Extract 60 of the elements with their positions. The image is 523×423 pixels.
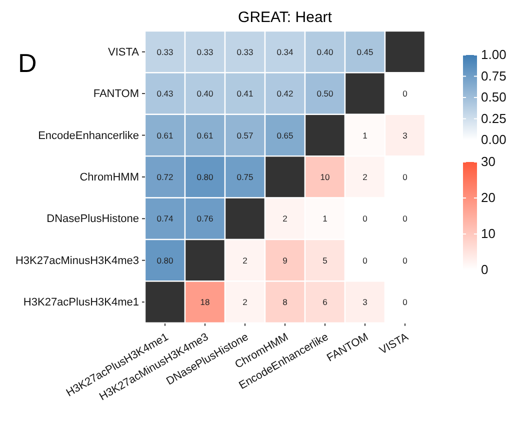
y-tick-label: EncodeEnhancerlike bbox=[38, 130, 139, 142]
data-label: 0 bbox=[402, 214, 408, 224]
color-bar-label: 0.25 bbox=[481, 110, 506, 126]
data-label: 0.61 bbox=[196, 130, 214, 140]
data-label: 0.65 bbox=[276, 130, 294, 140]
data-label: 0.33 bbox=[236, 46, 254, 57]
text: D bbox=[18, 48, 37, 78]
data-label: 0.57 bbox=[236, 130, 254, 140]
data-label: 0.33 bbox=[196, 46, 214, 57]
data-label: 2 bbox=[362, 172, 368, 182]
data-label: 0.72 bbox=[156, 172, 174, 182]
data-label: 0 bbox=[402, 297, 408, 308]
data-label: 0.50 bbox=[316, 88, 334, 99]
data-label: 1 bbox=[362, 130, 368, 140]
color-bar-label: 0 bbox=[481, 262, 488, 278]
data-label: 0.41 bbox=[236, 88, 254, 99]
data-label: 0.33 bbox=[156, 46, 174, 57]
data-label: 5 bbox=[322, 255, 328, 266]
data-label: 0.80 bbox=[156, 255, 174, 266]
data-label: 2 bbox=[242, 255, 248, 266]
y-tick-label: VISTA bbox=[108, 46, 140, 58]
color-bar-label: 1.00 bbox=[481, 47, 506, 62]
color-bar-label: 0.75 bbox=[481, 68, 506, 84]
data-label: 0 bbox=[402, 172, 408, 182]
color-bar-label: 0.50 bbox=[481, 90, 506, 105]
data-label: 0.76 bbox=[196, 214, 214, 224]
color-bar-label: 10 bbox=[481, 226, 496, 242]
color-bar-label: 30 bbox=[481, 154, 496, 170]
data-label: 0.40 bbox=[316, 46, 334, 57]
data-label: 0.61 bbox=[156, 130, 174, 140]
data-label: 3 bbox=[402, 130, 408, 140]
data-label: 0.75 bbox=[236, 172, 254, 182]
color-bar-label: 20 bbox=[481, 190, 496, 206]
data-label: 0.42 bbox=[276, 88, 294, 99]
data-label: 2 bbox=[242, 297, 248, 308]
y-tick-label: DNasePlusHistone bbox=[46, 213, 139, 226]
data-label: 10 bbox=[320, 172, 330, 182]
y-tick-label: H3K27acMinusH3K4me3 bbox=[15, 254, 139, 267]
data-label: 0 bbox=[402, 88, 408, 99]
data-label: 9 bbox=[282, 255, 288, 266]
data-label: 18 bbox=[200, 297, 210, 308]
color-bar-label: 0.00 bbox=[481, 132, 506, 148]
data-label: 6 bbox=[322, 297, 328, 308]
data-label: 1 bbox=[322, 214, 328, 224]
data-label: 3 bbox=[362, 297, 368, 308]
data-label: 0.40 bbox=[196, 88, 214, 99]
y-tick-label: H3K27acPlusH3K4me1 bbox=[23, 296, 139, 309]
data-label: 8 bbox=[282, 297, 288, 308]
data-label: 0.34 bbox=[276, 46, 294, 57]
data-label: 0.74 bbox=[156, 214, 174, 224]
data-label: 0 bbox=[362, 214, 368, 224]
data-label: 2 bbox=[282, 214, 288, 224]
y-tick-label: FANTOM bbox=[93, 88, 139, 100]
data-label: 0 bbox=[402, 255, 408, 266]
data-label: 0.80 bbox=[196, 172, 214, 182]
data-label: 0.43 bbox=[156, 88, 174, 99]
y-tick-label: ChromHMM bbox=[80, 171, 139, 184]
data-label: 0.45 bbox=[356, 46, 374, 57]
data-label: 0 bbox=[362, 255, 368, 266]
chart-title: GREAT: Heart bbox=[238, 9, 333, 26]
